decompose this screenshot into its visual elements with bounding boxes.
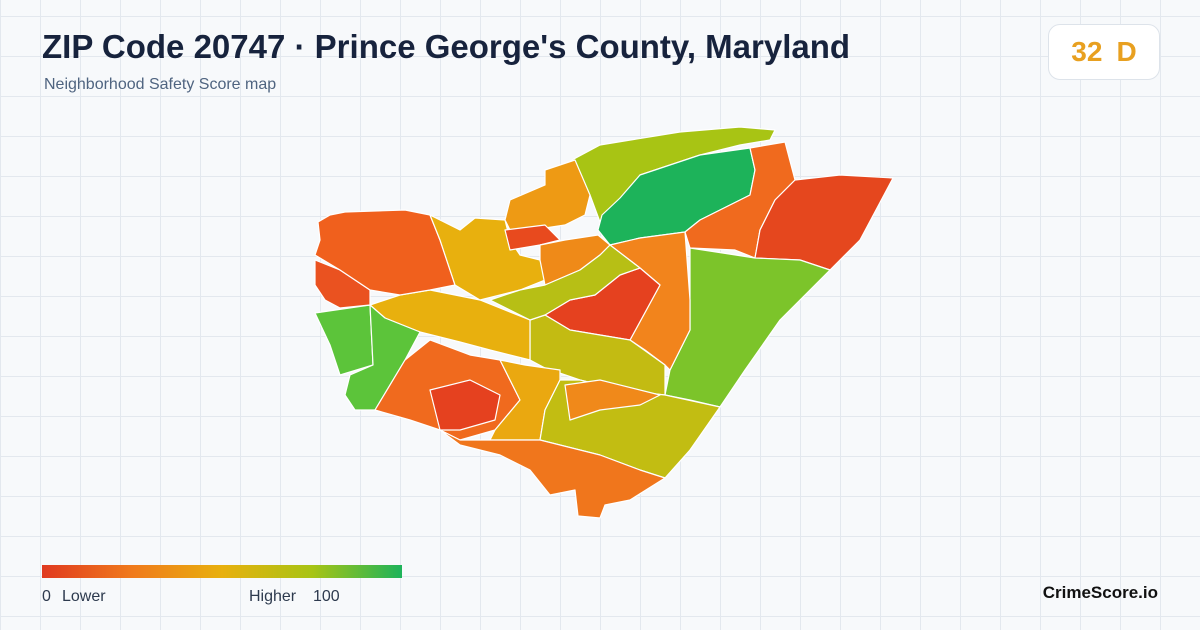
score-badge: 32 D [1048,24,1160,80]
brand: CrimeScore.io [1042,583,1158,602]
region [489,244,641,321]
region [504,159,591,231]
region [344,304,421,411]
region [314,304,374,376]
legend-max-label: Higher [249,588,297,605]
legend-min-label: Lower [62,588,106,605]
legend-max: 100 [313,588,340,605]
legend-min: 0 [42,588,51,605]
legend-bar [42,565,402,578]
region [564,379,661,421]
title: ZIP Code 20747 · Prince George's County,… [42,28,851,65]
score-grade: D [1116,36,1137,67]
region [439,429,666,519]
score-value: 32 [1071,36,1103,67]
region [571,126,776,223]
subtitle: Neighborhood Safety Score map [44,76,277,93]
region [314,209,456,296]
